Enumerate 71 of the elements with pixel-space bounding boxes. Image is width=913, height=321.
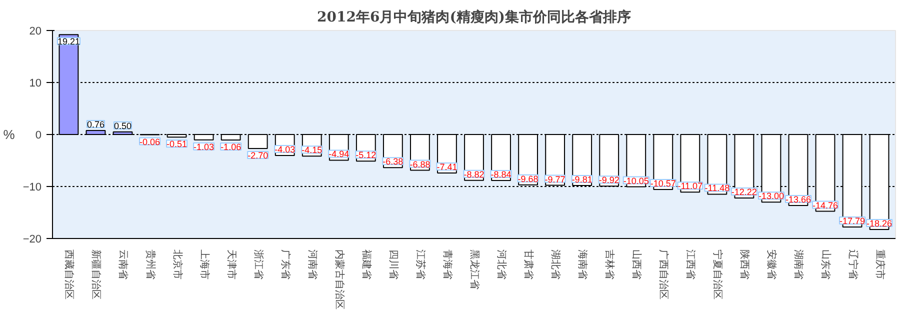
x-tick-label: 山东省	[820, 250, 832, 280]
x-tick-label: 江苏省	[414, 250, 426, 280]
data-label: -13.66	[785, 194, 812, 205]
x-tick-label: 辽宁省	[846, 250, 859, 280]
y-axis-title: %	[3, 127, 16, 142]
data-label: -7.41	[436, 162, 458, 172]
data-label: -12.22	[731, 187, 757, 198]
y-tick-label: 0	[35, 130, 42, 142]
data-label: -4.15	[302, 145, 322, 156]
data-label: -11.48	[704, 183, 730, 194]
data-label: -0.51	[166, 139, 188, 150]
x-tick-label: 河北省	[496, 250, 508, 280]
data-label: -6.88	[410, 159, 430, 170]
data-label: -2.70	[248, 150, 268, 161]
x-tick-label: 山西省	[630, 250, 643, 280]
data-label: -8.84	[490, 169, 512, 180]
data-label: 19.21	[57, 36, 80, 47]
x-tick-label: 上海市	[198, 250, 210, 280]
x-tick-label: 贵州省	[144, 250, 156, 280]
data-label: 0.50	[114, 120, 132, 131]
x-tick-label: 天津市	[225, 250, 238, 280]
x-tick-label: 新疆自治区	[90, 250, 102, 300]
chart-title: 2012年6月中旬猪肉(精瘦肉)集市价同比各省排序	[317, 8, 631, 26]
data-label: -11.07	[678, 181, 703, 192]
data-label: -0.06	[140, 136, 160, 147]
x-tick-label: 黑龙江省	[468, 250, 480, 290]
data-label: -5.12	[356, 150, 376, 160]
data-label: -17.79	[840, 216, 866, 226]
data-label: -4.94	[328, 149, 350, 160]
x-tick-label: 西藏自治区	[63, 250, 76, 300]
y-tick-label: 20	[29, 26, 42, 38]
x-tick-label: 四川省	[387, 250, 400, 280]
x-tick-label: 宁夏自治区	[712, 250, 724, 300]
data-label: -8.82	[464, 169, 484, 180]
y-tick-label: 10	[29, 78, 42, 90]
bar	[86, 130, 106, 135]
data-label: -1.03	[194, 142, 214, 152]
data-label: -4.03	[274, 144, 296, 154]
x-tick-label: 广西自治区	[658, 250, 670, 300]
data-label: -14.76	[812, 200, 838, 210]
y-tick-label: −10	[22, 182, 42, 194]
data-label: -9.92	[598, 175, 620, 186]
x-tick-label: 重庆市	[874, 250, 886, 280]
bar	[112, 131, 133, 135]
x-tick-label: 湖北省	[550, 250, 562, 280]
x-tick-label: 甘肃省	[522, 250, 535, 280]
data-label: -9.81	[572, 174, 592, 185]
data-label: -10.57	[650, 178, 676, 188]
x-tick-label: 浙江省	[252, 250, 264, 280]
x-tick-label: 北京市	[171, 250, 184, 280]
x-tick-label: 陕西省	[738, 250, 751, 280]
x-tick-label: 河南省	[306, 250, 318, 280]
data-label: -1.06	[220, 142, 242, 152]
data-label: -13.00	[758, 191, 784, 202]
x-tick-label: 广东省	[279, 250, 292, 280]
x-tick-label: 江西省	[684, 250, 697, 280]
data-label: 0.76	[86, 120, 105, 130]
x-tick-label: 吉林省	[604, 250, 616, 280]
data-label: -18.26	[866, 218, 892, 228]
x-tick-label: 内蒙古自治区	[333, 250, 346, 310]
x-tick-label: 湖南省	[792, 250, 805, 280]
data-label: -6.38	[382, 156, 404, 167]
x-tick-label: 福建省	[360, 250, 372, 280]
data-label: -9.68	[518, 174, 538, 184]
data-label: -9.77	[544, 174, 566, 184]
x-tick-label: 海南省	[576, 250, 589, 280]
x-tick-label: 云南省	[117, 250, 130, 280]
x-tick-label: 青海省	[441, 250, 454, 280]
data-label: -10.05	[623, 176, 649, 186]
y-tick-label: −20	[22, 234, 42, 246]
x-tick-label: 安徽省	[766, 250, 778, 280]
